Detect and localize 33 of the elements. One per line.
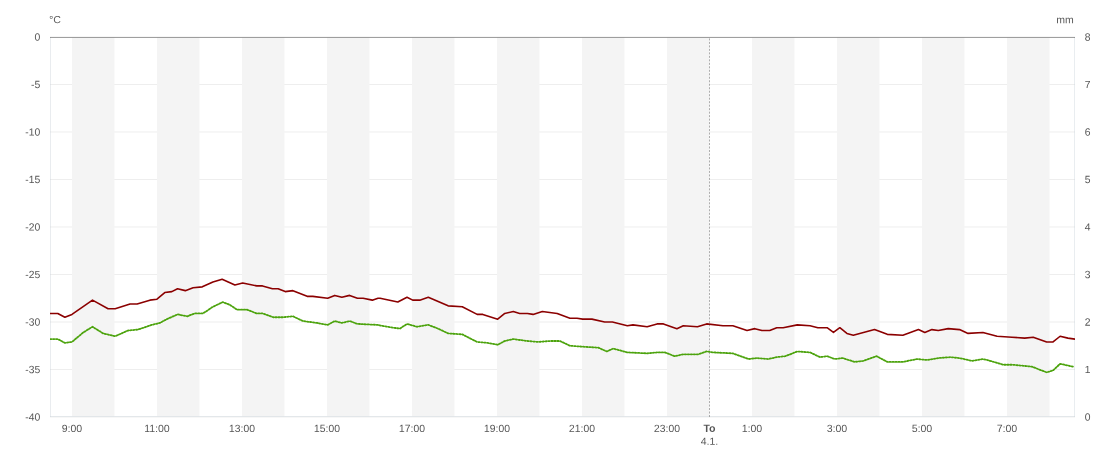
y2-tick-label: 0 (1085, 413, 1091, 421)
x-tick-label: 11:00 (145, 424, 170, 433)
x-tick-label: 15:00 (314, 424, 340, 433)
x-tick-label: 17:00 (399, 424, 425, 433)
y2-tick-label: 8 (1085, 33, 1091, 41)
y2-tick-label: 1 (1085, 365, 1090, 374)
x-tick-label: 19:00 (484, 424, 510, 433)
y2-tick-label: 3 (1085, 270, 1091, 279)
x-tick-label: 1:00 (742, 424, 762, 433)
y2-tick-label: 2 (1085, 318, 1090, 326)
y-tick-label: -35 (25, 365, 40, 374)
y2-tick-label: 5 (1085, 175, 1091, 184)
y2-axis-title: mm (1056, 17, 1074, 24)
x-tick-label: To 4.1. (700, 424, 718, 445)
y-tick-label: -10 (25, 128, 40, 136)
x-tick-label: 3:00 (827, 424, 847, 433)
x-tick-label: 13:00 (229, 424, 255, 433)
x-tick-label: 7:00 (997, 424, 1017, 433)
y2-tick-label: 6 (1085, 128, 1091, 136)
x-tick-label: 23:00 (654, 424, 680, 433)
x-tick-label: 9:00 (62, 424, 82, 433)
x-tick-label: 5:00 (912, 424, 932, 433)
y2-tick-label: 7 (1085, 80, 1090, 89)
y-tick-label: -5 (31, 80, 40, 89)
y-tick-label: -15 (25, 175, 40, 184)
x-tick-label: 21:00 (569, 424, 595, 433)
y-tick-label: -40 (25, 413, 40, 421)
y2-tick-label: 4 (1084, 223, 1091, 231)
y-tick-label: -20 (25, 223, 40, 231)
y-tick-label: -25 (25, 270, 40, 279)
y-tick-label: 0 (34, 33, 40, 41)
y-tick-label: -30 (25, 318, 40, 326)
y-axis-title: °C (49, 15, 61, 24)
